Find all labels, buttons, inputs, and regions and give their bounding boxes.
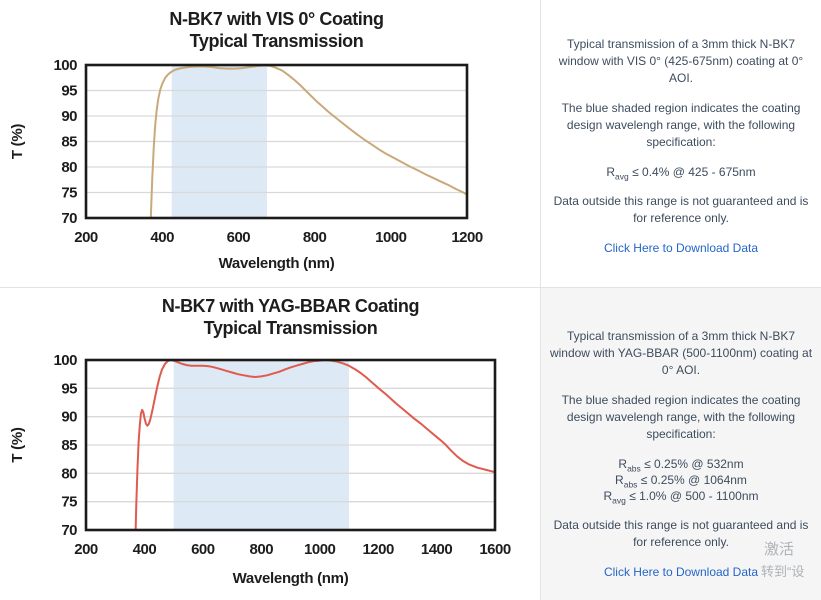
yag-description-text: Typical transmission of a 3mm thick N-BK…	[549, 329, 813, 377]
svg-text:90: 90	[61, 409, 77, 426]
svg-text:75: 75	[61, 185, 77, 202]
svg-text:Wavelength (nm): Wavelength (nm)	[219, 255, 335, 272]
spec-line: Rabs ≤ 0.25% @ 532nm	[618, 457, 744, 474]
svg-text:1000: 1000	[375, 229, 407, 246]
svg-text:1200: 1200	[362, 541, 394, 558]
vis-description-text: Typical transmission of a 3mm thick N-BK…	[558, 37, 804, 85]
vis-shaded-region-note: The blue shaded region indicates the coa…	[561, 101, 801, 149]
yag-download-data-link[interactable]: Click Here to Download Data	[603, 565, 759, 579]
svg-text:200: 200	[74, 541, 98, 558]
svg-text:600: 600	[227, 229, 251, 246]
svg-text:N-BK7 with VIS 0° Coating: N-BK7 with VIS 0° Coating	[169, 9, 383, 29]
svg-text:70: 70	[61, 210, 77, 227]
svg-text:400: 400	[133, 541, 157, 558]
svg-text:85: 85	[61, 437, 77, 454]
svg-text:100: 100	[53, 57, 77, 74]
svg-text:1600: 1600	[479, 541, 511, 558]
svg-text:95: 95	[61, 380, 77, 397]
spec-line: Ravg ≤ 1.0% @ 500 - 1100nm	[603, 489, 759, 506]
svg-text:1200: 1200	[451, 229, 483, 246]
svg-text:80: 80	[61, 159, 77, 176]
yag-description-panel: Typical transmission of a 3mm thick N-BK…	[540, 288, 821, 600]
svg-text:T (%): T (%)	[9, 427, 26, 462]
svg-text:N-BK7 with YAG-BBAR Coating: N-BK7 with YAG-BBAR Coating	[162, 296, 419, 316]
vis-transmission-chart: N-BK7 with VIS 0° Coating Typical Transmi…	[0, 0, 540, 287]
svg-text:1400: 1400	[421, 541, 453, 558]
svg-text:Wavelength (nm): Wavelength (nm)	[233, 570, 349, 587]
svg-text:T (%): T (%)	[9, 124, 26, 159]
svg-text:200: 200	[74, 229, 98, 246]
vis-spec-list: Ravg ≤ 0.4% @ 425 - 675nm	[548, 164, 814, 182]
yag-spec-list: Rabs ≤ 0.25% @ 532nm Rabs ≤ 0.25% @ 1064n…	[548, 456, 814, 506]
yag-coating-section: N-BK7 with YAG-BBAR Coating Typical Trans…	[0, 288, 821, 600]
svg-text:Typical Transmission: Typical Transmission	[204, 318, 378, 338]
svg-text:800: 800	[250, 541, 274, 558]
svg-text:1000: 1000	[304, 541, 336, 558]
svg-text:100: 100	[53, 352, 77, 369]
svg-text:400: 400	[150, 229, 174, 246]
svg-text:75: 75	[61, 494, 77, 511]
yag-shaded-region-note: The blue shaded region indicates the coa…	[561, 393, 801, 441]
svg-text:70: 70	[61, 522, 77, 539]
svg-text:80: 80	[61, 465, 77, 482]
svg-text:85: 85	[61, 134, 77, 151]
spec-line: Rabs ≤ 0.25% @ 1064nm	[615, 473, 747, 490]
yag-transmission-chart: N-BK7 with YAG-BBAR Coating Typical Trans…	[0, 288, 540, 600]
spec-line: Ravg ≤ 0.4% @ 425 - 675nm	[606, 165, 756, 182]
vis-coating-section: N-BK7 with VIS 0° Coating Typical Transmi…	[0, 0, 821, 288]
svg-text:Typical Transmission: Typical Transmission	[190, 31, 364, 51]
svg-text:800: 800	[303, 229, 327, 246]
yag-disclaimer-text: Data outside this range is not guarantee…	[553, 518, 809, 549]
svg-text:95: 95	[61, 83, 77, 100]
vis-description-panel: Typical transmission of a 3mm thick N-BK…	[540, 0, 821, 287]
vis-disclaimer-text: Data outside this range is not guarantee…	[553, 194, 809, 225]
svg-text:90: 90	[61, 108, 77, 125]
vis-download-data-link[interactable]: Click Here to Download Data	[603, 241, 759, 255]
svg-text:600: 600	[191, 541, 215, 558]
